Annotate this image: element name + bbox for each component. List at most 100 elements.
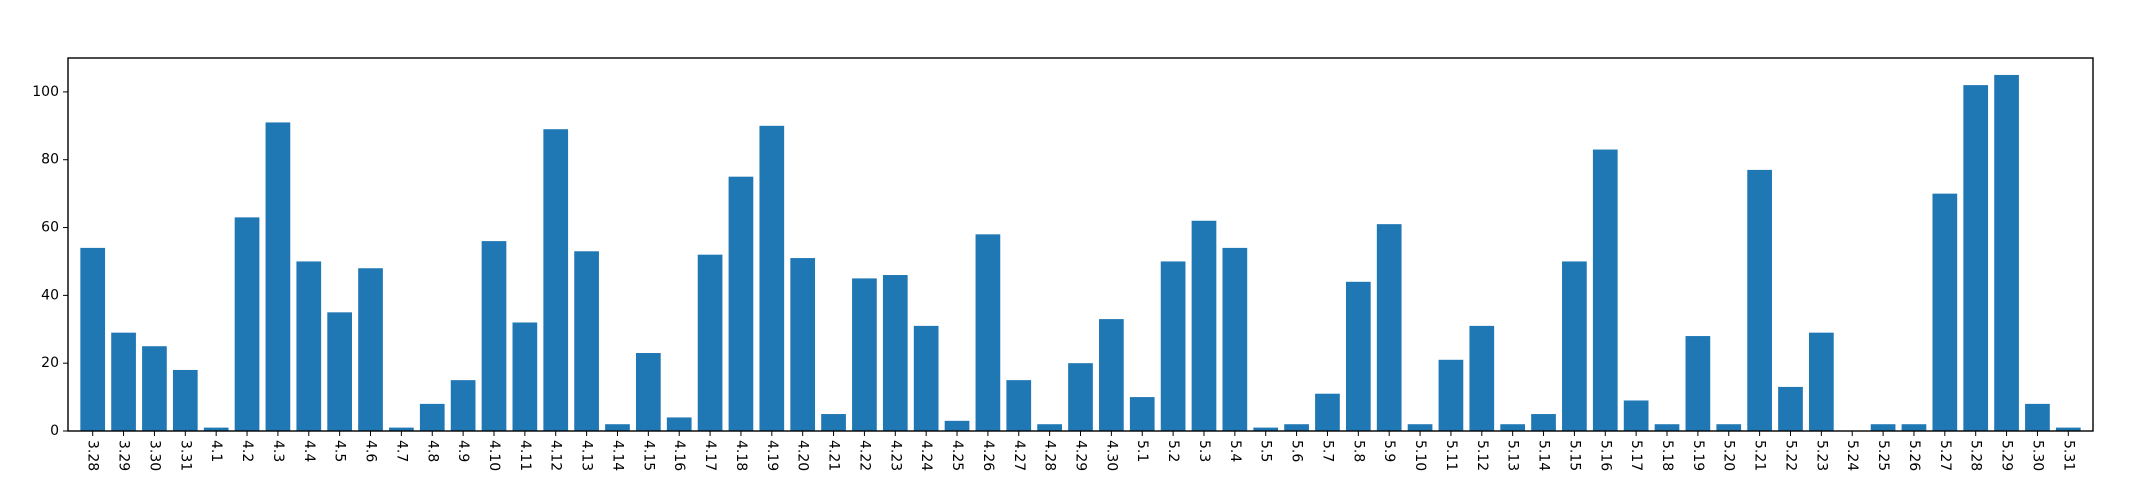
bar-5.17 xyxy=(1623,400,1649,431)
bar-4.25 xyxy=(944,420,970,431)
x-tick-label: 5.11 xyxy=(1443,440,1459,471)
x-tick-label: 3.30 xyxy=(146,440,162,471)
bar-5.9 xyxy=(1376,224,1402,431)
x-tick-label: 4.5 xyxy=(332,440,348,462)
x-tick-label: 4.24 xyxy=(918,440,934,471)
x-tick-label: 5.4 xyxy=(1227,440,1243,462)
bar-3.31 xyxy=(172,369,198,431)
x-tick-label: 5.27 xyxy=(1937,440,1953,471)
x-tick-label: 3.28 xyxy=(85,440,101,471)
x-axis: 3.28 3.29 3.30 3.31 4.1 4.2 4.3 4.4 4.5 4.6 4.7 4.8… xyxy=(85,431,2076,471)
x-tick-label: 4.1 xyxy=(208,440,224,462)
bar-4.29 xyxy=(1068,363,1093,431)
x-tick-label: 4.14 xyxy=(609,440,625,471)
x-tick-label: 4.13 xyxy=(579,440,595,471)
bar-5.14 xyxy=(1531,414,1556,431)
bar-5.22 xyxy=(1778,386,1803,431)
bar-4.3 xyxy=(265,122,291,432)
x-tick-label: 5.14 xyxy=(1536,440,1552,471)
bar-4.19 xyxy=(759,125,785,431)
bar-4.30 xyxy=(1099,319,1124,431)
bar-3.30 xyxy=(142,346,167,431)
y-tick-label: 0 xyxy=(50,423,59,439)
bar-4.27 xyxy=(1006,380,1032,431)
x-tick-label: 5.16 xyxy=(1597,440,1613,471)
x-tick-label: 4.22 xyxy=(856,440,872,471)
bar-4.18 xyxy=(728,176,754,431)
bar-4.20 xyxy=(790,258,816,431)
x-tick-label: 4.25 xyxy=(949,440,965,471)
x-tick-label: 5.2 xyxy=(1165,440,1181,462)
bar-5.28 xyxy=(1963,85,1989,431)
x-tick-label: 5.5 xyxy=(1258,440,1274,462)
x-tick-label: 4.19 xyxy=(764,440,780,471)
bar-4.24 xyxy=(913,325,939,431)
bar-4.15 xyxy=(635,353,661,431)
bar-5.27 xyxy=(1932,193,1958,431)
x-tick-label: 5.28 xyxy=(1968,440,1984,471)
bar-5.29 xyxy=(1994,74,2019,431)
bar-5.5 xyxy=(1253,427,1279,431)
bar-4.12 xyxy=(543,129,569,431)
y-tick-label: 40 xyxy=(41,287,59,303)
x-tick-label: 4.30 xyxy=(1103,440,1119,471)
bar-5.21 xyxy=(1747,169,1772,431)
x-tick-label: 5.15 xyxy=(1566,440,1582,471)
bar-5.11 xyxy=(1438,359,1464,431)
x-tick-label: 5.21 xyxy=(1752,440,1768,471)
bar-4.8 xyxy=(419,403,445,431)
bar-5.26 xyxy=(1901,424,1927,431)
x-tick-label: 4.6 xyxy=(363,440,379,462)
bar-5.31 xyxy=(2055,427,2081,431)
x-tick-label: 5.10 xyxy=(1412,440,1428,471)
x-tick-label: 5.7 xyxy=(1319,440,1335,462)
bar-4.11 xyxy=(512,322,538,431)
bar-4.6 xyxy=(358,268,383,431)
y-axis: 0 20 40 60 80 100 xyxy=(32,84,68,439)
bar-5.2 xyxy=(1160,261,1186,431)
x-tick-label: 4.9 xyxy=(455,440,471,462)
y-tick-label: 20 xyxy=(41,355,59,371)
bar-4.13 xyxy=(574,251,599,431)
y-tick-label: 100 xyxy=(32,84,59,100)
y-tick-label: 80 xyxy=(41,152,59,168)
bar-4.21 xyxy=(821,414,846,431)
bar-5.25 xyxy=(1870,424,1896,431)
x-tick-label: 4.12 xyxy=(548,440,564,471)
x-tick-label: 5.18 xyxy=(1659,440,1675,471)
x-tick-label: 4.17 xyxy=(702,440,718,471)
x-tick-label: 4.23 xyxy=(887,440,903,471)
x-tick-label: 4.20 xyxy=(795,440,811,471)
x-tick-label: 4.15 xyxy=(640,440,656,471)
x-tick-label: 5.31 xyxy=(2060,440,2076,471)
x-tick-label: 4.2 xyxy=(239,440,255,462)
bar-5.12 xyxy=(1469,325,1495,431)
x-tick-label: 5.3 xyxy=(1196,440,1212,462)
bar-5.30 xyxy=(2025,403,2050,431)
x-tick-label: 3.29 xyxy=(116,440,132,471)
x-tick-label: 4.11 xyxy=(517,440,533,471)
x-tick-label: 5.29 xyxy=(1999,440,2015,471)
x-tick-label: 5.9 xyxy=(1381,440,1397,462)
bar-5.15 xyxy=(1562,261,1587,431)
x-tick-label: 4.3 xyxy=(270,440,286,462)
bar-5.3 xyxy=(1191,220,1217,431)
bar-5.23 xyxy=(1809,332,1834,431)
bar-4.26 xyxy=(975,234,1001,431)
bar-4.1 xyxy=(203,427,229,431)
bar-4.23 xyxy=(882,275,908,431)
bar-4.10 xyxy=(481,241,507,431)
bar-4.4 xyxy=(296,261,322,431)
x-tick-label: 5.26 xyxy=(1906,440,1922,471)
bar-5.18 xyxy=(1654,424,1680,431)
bar-5.16 xyxy=(1592,149,1618,432)
bar-5.8 xyxy=(1345,281,1371,431)
bar-4.17 xyxy=(697,254,723,431)
x-tick-label: 4.10 xyxy=(486,440,502,471)
bar-5.13 xyxy=(1500,424,1526,431)
bar-4.9 xyxy=(450,380,476,431)
bar-5.1 xyxy=(1129,397,1155,431)
x-tick-label: 5.24 xyxy=(1844,440,1860,471)
bar-5.20 xyxy=(1716,424,1742,431)
